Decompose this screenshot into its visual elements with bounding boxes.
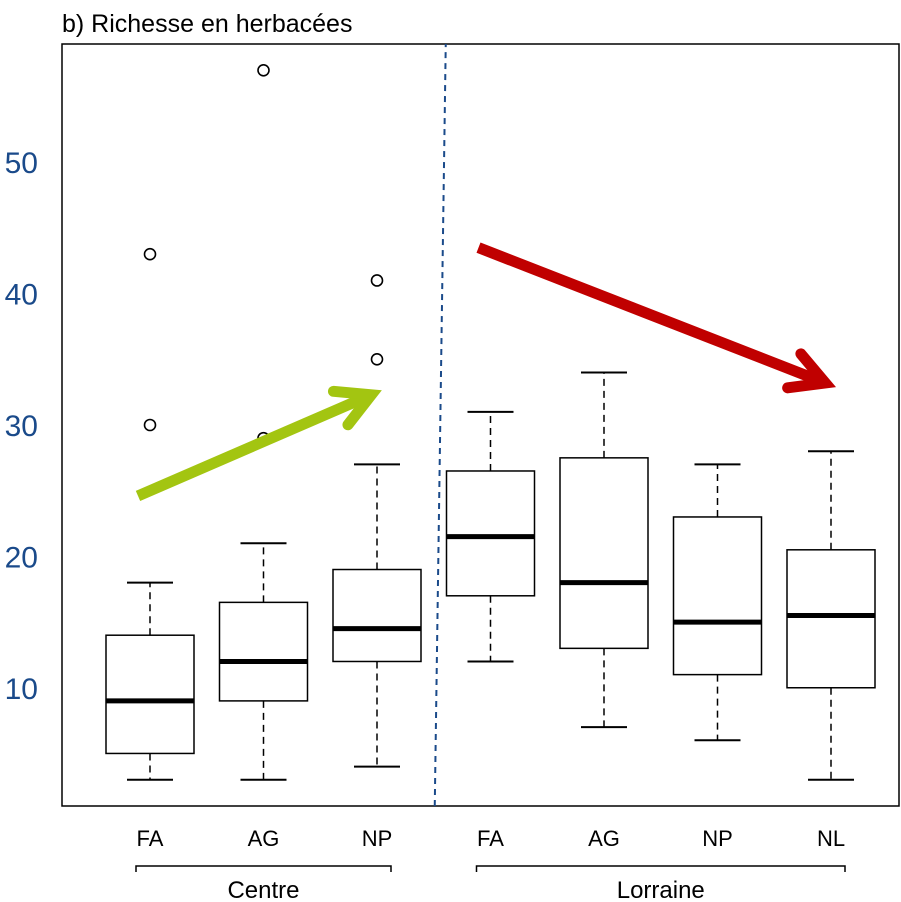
box-centre-fa xyxy=(105,247,195,781)
group-separator xyxy=(433,43,447,807)
group-separator-line xyxy=(433,43,447,807)
outlier-point xyxy=(257,63,270,77)
x-tick-label: NP xyxy=(362,826,393,851)
box-lorraine-ag xyxy=(559,371,649,729)
plot-frame xyxy=(61,43,900,807)
box-lorraine-nl xyxy=(786,450,876,781)
arrow-shaft xyxy=(476,242,828,389)
x-tick-label: AG xyxy=(248,826,280,851)
box-iqr xyxy=(672,516,763,676)
y-tick-label: 50 xyxy=(5,147,38,180)
trend-arrow-1 xyxy=(135,385,382,501)
box-iqr xyxy=(332,568,422,663)
boxes xyxy=(105,63,876,781)
group-labels: Centre Lorraine xyxy=(135,865,846,902)
arrow-head xyxy=(327,385,382,431)
trend-arrows xyxy=(135,242,837,501)
y-tick-label: 30 xyxy=(5,410,38,443)
group-bracket xyxy=(135,865,392,872)
chart-title: b) Richesse en herbacées xyxy=(62,10,352,38)
x-tick-label: AG xyxy=(588,826,620,851)
x-tick-label: NL xyxy=(817,826,845,851)
box-iqr xyxy=(218,601,309,702)
y-axis: 10 20 30 40 50 xyxy=(5,147,38,706)
x-tick-label: FA xyxy=(477,826,504,851)
arrow-head xyxy=(782,348,837,394)
trend-arrow-2 xyxy=(476,242,837,394)
outlier-point xyxy=(370,353,384,366)
x-axis: FA AG NP FA AG NP NL xyxy=(137,826,846,851)
x-tick-label: NP xyxy=(702,826,733,851)
box-iqr xyxy=(105,634,195,755)
box-centre-np xyxy=(332,274,422,768)
box-lorraine-np xyxy=(672,463,763,742)
y-tick-label: 10 xyxy=(5,673,38,706)
arrow-shaft xyxy=(135,389,374,501)
box-lorraine-fa xyxy=(445,410,536,663)
outlier-point xyxy=(143,418,157,432)
box-iqr xyxy=(559,457,649,650)
box-iqr xyxy=(786,549,876,689)
x-tick-label: FA xyxy=(137,826,164,851)
group-label-centre: Centre xyxy=(227,877,299,902)
group-bracket xyxy=(475,865,846,872)
group-label-lorraine: Lorraine xyxy=(617,877,705,902)
box-centre-ag xyxy=(218,63,309,781)
outlier-point xyxy=(370,274,384,287)
outlier-point xyxy=(143,247,157,261)
y-tick-label: 20 xyxy=(5,541,38,574)
box-iqr xyxy=(445,470,536,597)
y-tick-label: 40 xyxy=(5,279,38,312)
